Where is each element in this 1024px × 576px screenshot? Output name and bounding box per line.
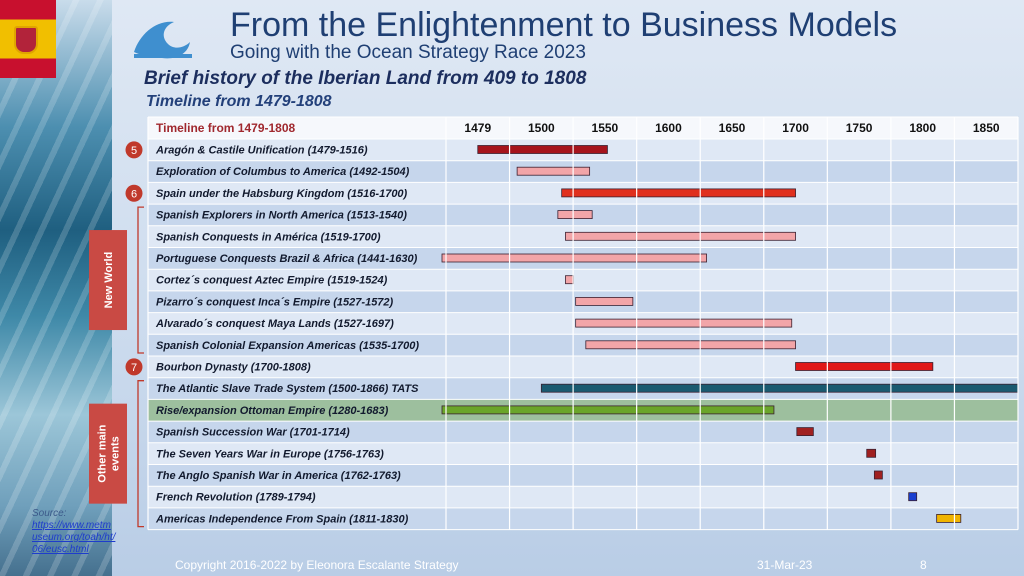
- group-bracket: [137, 206, 144, 354]
- row-number-text: 5: [131, 145, 137, 157]
- page-title: From the Enlightenment to Business Model…: [230, 6, 898, 44]
- group-label: events: [110, 436, 122, 471]
- table-row: [148, 486, 1018, 508]
- row-label: Cortez´s conquest Aztec Empire (1519-152…: [156, 275, 388, 287]
- year-tick-label: 1650: [719, 121, 746, 135]
- page-number: 8: [920, 558, 927, 572]
- coat-of-arms-icon: [14, 26, 38, 54]
- timeline-bar: [540, 383, 1019, 393]
- row-label: Rise/expansion Ottoman Empire (1280-1683…: [156, 405, 389, 417]
- timeline-bar: [477, 145, 608, 154]
- timeline-bar: [516, 166, 591, 176]
- row-label: Spanish Explorers in North America (1513…: [156, 210, 407, 222]
- timeline-bar: [795, 362, 934, 371]
- table-header-label: Timeline from 1479-1808: [156, 121, 296, 135]
- wave-logo-icon: [134, 21, 192, 59]
- page-subtitle: Going with the Ocean Strategy Race 2023: [230, 42, 586, 63]
- row-label: The Seven Years War in Europe (1756-1763…: [156, 448, 384, 460]
- row-label: Portuguese Conquests Brazil & Africa (14…: [156, 253, 418, 265]
- table-row: [148, 507, 1018, 530]
- row-number-badge: [125, 184, 143, 202]
- group-label: Other main: [97, 424, 109, 482]
- source-link[interactable]: https://www.metmuseum.org/toah/ht/06/eus…: [32, 520, 116, 555]
- section-subheading: Timeline from 1479-1808: [146, 93, 332, 110]
- row-label: Spain under the Habsburg Kingdom (1516-1…: [156, 188, 408, 200]
- year-tick-label: 1800: [909, 121, 936, 135]
- year-tick-label: 1700: [782, 121, 809, 135]
- table-row: [148, 464, 1018, 487]
- group-label-box: [89, 230, 127, 331]
- row-label: Pizarro´s conquest Inca´s Empire (1527-1…: [156, 296, 394, 308]
- year-tick-label: 1479: [464, 121, 491, 135]
- timeline-bar: [796, 427, 814, 437]
- row-label: Spanish Succession War (1701-1714): [156, 427, 350, 439]
- table-row: [148, 334, 1018, 356]
- footer-date: 31-Mar-23: [757, 558, 813, 572]
- year-tick-label: 1850: [973, 121, 1000, 135]
- row-number-text: 7: [131, 362, 137, 374]
- timeline-bar: [908, 492, 918, 502]
- source-label: Source:: [32, 508, 67, 519]
- row-label: French Revolution (1789-1794): [156, 492, 316, 504]
- table-row: [148, 356, 1018, 378]
- spain-flag-image: [0, 0, 56, 78]
- group-label-box: [89, 403, 127, 504]
- year-tick-label: 1550: [592, 121, 619, 135]
- group-bracket: [137, 380, 144, 528]
- row-number-badge: [125, 141, 143, 159]
- year-tick-label: 1750: [846, 121, 873, 135]
- row-label: Americas Independence From Spain (1811-1…: [155, 513, 409, 525]
- timeline-bar: [866, 448, 877, 458]
- timeline-bar: [575, 318, 793, 328]
- section-heading: Brief history of the Iberian Land from 4…: [144, 68, 587, 89]
- timeline-bar: [441, 405, 775, 415]
- timeline-bar: [585, 340, 796, 350]
- year-tick-label: 1500: [528, 121, 555, 135]
- timeline-bar: [565, 231, 796, 241]
- timeline-bar: [565, 275, 574, 285]
- row-label: The Atlantic Slave Trade System (1500-18…: [156, 383, 419, 395]
- timeline-bar: [936, 514, 962, 523]
- source-note: Source: https://www.metmuseum.org/toah/h…: [32, 508, 116, 556]
- copyright-text: Copyright 2016-2022 by Eleonora Escalant…: [175, 558, 459, 572]
- timeline-bar: [575, 296, 634, 306]
- row-number-text: 6: [131, 188, 137, 200]
- table-row: [148, 442, 1018, 465]
- row-label: The Anglo Spanish War in America (1762-1…: [156, 470, 401, 482]
- row-number-badge: [125, 358, 143, 376]
- table-row: [148, 269, 1018, 291]
- row-label: Spanish Colonial Expansion Americas (153…: [156, 340, 419, 352]
- row-label: Bourbon Dynasty (1700-1808): [156, 362, 311, 374]
- table-row: [148, 421, 1018, 443]
- group-label: New World: [103, 252, 115, 309]
- row-label: Exploration of Columbus to America (1492…: [156, 166, 410, 178]
- timeline-bar: [441, 253, 707, 263]
- row-label: Spanish Conquests in América (1519-1700): [156, 231, 381, 243]
- year-tick-label: 1600: [655, 121, 682, 135]
- timeline-bar: [561, 188, 796, 198]
- table-header: [148, 117, 1018, 139]
- timeline-bar: [557, 210, 593, 220]
- timeline-bar: [873, 470, 883, 480]
- row-label: Aragón & Castile Unification (1479-1516): [155, 145, 368, 157]
- row-label: Alvarado´s conquest Maya Lands (1527-169…: [155, 318, 394, 330]
